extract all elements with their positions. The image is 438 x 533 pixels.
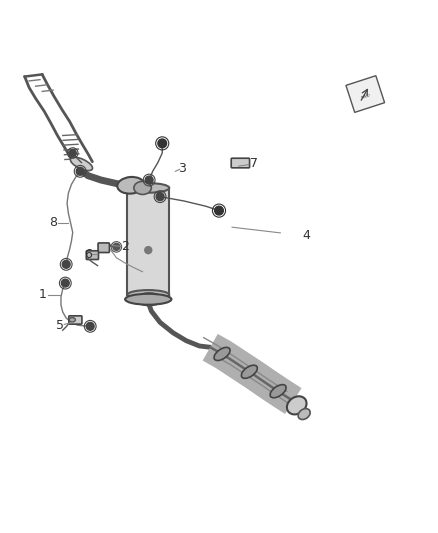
Text: 4: 4 <box>302 229 310 243</box>
Circle shape <box>145 247 152 254</box>
Circle shape <box>145 176 153 184</box>
Circle shape <box>86 322 94 330</box>
Text: 7: 7 <box>250 157 258 171</box>
Ellipse shape <box>69 318 75 322</box>
Text: 5: 5 <box>56 319 64 332</box>
Text: 1: 1 <box>38 288 46 301</box>
Ellipse shape <box>298 409 310 419</box>
FancyBboxPatch shape <box>98 243 110 253</box>
Circle shape <box>62 261 70 268</box>
FancyBboxPatch shape <box>69 316 82 324</box>
Ellipse shape <box>287 396 307 415</box>
Polygon shape <box>346 76 385 112</box>
Ellipse shape <box>127 290 169 300</box>
Text: 3: 3 <box>178 161 186 175</box>
Text: 2: 2 <box>121 240 129 253</box>
Ellipse shape <box>270 385 286 398</box>
Ellipse shape <box>134 181 151 195</box>
Text: 8: 8 <box>49 216 57 229</box>
Ellipse shape <box>241 365 258 378</box>
Text: 6: 6 <box>84 248 92 261</box>
Ellipse shape <box>137 293 162 305</box>
Circle shape <box>158 139 166 148</box>
Bar <box>127 188 169 295</box>
Circle shape <box>113 244 120 251</box>
Ellipse shape <box>127 183 169 193</box>
Ellipse shape <box>214 348 230 360</box>
Ellipse shape <box>125 294 171 305</box>
Circle shape <box>215 206 223 215</box>
Ellipse shape <box>117 177 144 193</box>
FancyBboxPatch shape <box>231 158 250 168</box>
Circle shape <box>76 167 84 175</box>
Circle shape <box>156 193 164 200</box>
Text: FWD: FWD <box>361 93 371 100</box>
Circle shape <box>69 149 76 157</box>
Circle shape <box>61 279 69 287</box>
FancyBboxPatch shape <box>86 251 99 260</box>
Ellipse shape <box>71 157 92 171</box>
